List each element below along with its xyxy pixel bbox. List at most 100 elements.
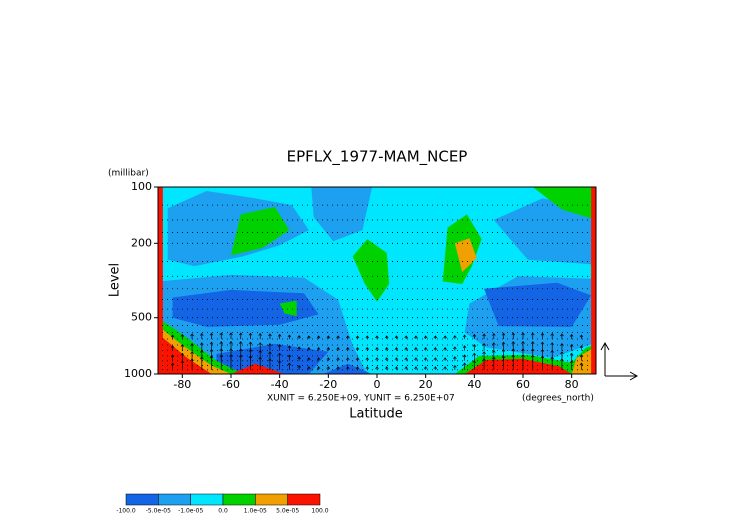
contour-region xyxy=(216,343,329,374)
vector-head xyxy=(550,333,554,336)
vector-head xyxy=(268,333,272,337)
contour-region xyxy=(571,349,596,374)
vector-head xyxy=(375,347,379,350)
vector-head xyxy=(209,348,214,352)
vector-head xyxy=(482,333,486,337)
vector-head xyxy=(307,347,311,350)
vector-head xyxy=(229,348,233,352)
vector-head xyxy=(190,343,194,346)
vector-head xyxy=(404,357,408,361)
y-tick-label: 500 xyxy=(131,311,152,324)
vector-head xyxy=(453,346,457,350)
contour-region xyxy=(484,282,592,327)
vector-head xyxy=(579,345,584,348)
contour-region xyxy=(311,187,373,242)
vector-head xyxy=(375,357,379,361)
vector-head xyxy=(180,352,185,356)
vector-head xyxy=(238,348,243,352)
vector-head xyxy=(277,333,282,337)
vector-head xyxy=(569,344,574,347)
vector-head xyxy=(511,354,516,358)
vector-head xyxy=(219,348,224,352)
vector-head xyxy=(180,344,185,347)
y-tick-label: 200 xyxy=(131,236,152,249)
vector-head xyxy=(550,356,554,360)
vector-head xyxy=(530,348,535,352)
vector-head xyxy=(414,357,418,361)
vector-head xyxy=(316,347,321,350)
vector-head xyxy=(238,332,243,336)
vector-head xyxy=(297,356,301,360)
colorbar-box xyxy=(158,493,191,506)
x-tick-label: 40 xyxy=(467,378,481,391)
contour-region xyxy=(532,187,596,220)
vector-head xyxy=(579,362,584,366)
vector-head xyxy=(423,335,428,339)
vector-head xyxy=(248,341,253,345)
vector-head xyxy=(569,360,574,364)
vector-head xyxy=(540,355,545,359)
colorbar-box xyxy=(125,493,159,506)
vector-head xyxy=(521,341,525,344)
vector-head xyxy=(530,354,535,358)
vector-head xyxy=(530,332,535,336)
vector-head xyxy=(414,335,418,339)
vector-head xyxy=(268,343,272,346)
vector-head xyxy=(248,332,253,336)
y-axis-label: Level xyxy=(108,263,123,297)
vector-head xyxy=(492,333,496,336)
vector-head xyxy=(540,341,545,345)
x-unit-label: (degrees_north) xyxy=(522,394,594,404)
x-tick-label: -20 xyxy=(319,378,337,391)
contour-region xyxy=(279,300,297,317)
vector-head xyxy=(433,347,438,350)
colorbar-box xyxy=(190,493,224,506)
vector-head xyxy=(482,343,486,346)
vector-head xyxy=(404,347,408,350)
colorbar-label: 100.0 xyxy=(311,508,328,515)
contour-region xyxy=(162,337,212,374)
vector-head xyxy=(258,356,262,360)
vector-head xyxy=(297,346,301,350)
colorbar-box xyxy=(222,493,256,506)
vector-head xyxy=(355,366,360,370)
vector-head xyxy=(209,355,214,359)
vector-head xyxy=(511,348,516,352)
vector-head xyxy=(462,354,467,358)
vector-head xyxy=(462,345,467,348)
vector-head xyxy=(336,357,340,361)
vector-head xyxy=(355,335,360,339)
vector-head xyxy=(346,366,350,370)
vector-head xyxy=(287,362,292,366)
vector-head xyxy=(560,333,564,337)
vector-head xyxy=(180,333,185,337)
vector-head xyxy=(200,356,204,360)
vector-head xyxy=(569,333,574,337)
vector-head xyxy=(453,356,457,360)
vector-head xyxy=(511,341,516,344)
vector-head xyxy=(560,351,564,354)
vector-head xyxy=(433,366,438,370)
colorbar-label: -1.0e-05 xyxy=(178,508,203,515)
contour-region xyxy=(493,198,596,265)
x-tick-label: 0 xyxy=(374,378,381,391)
vector-head xyxy=(472,352,477,356)
contour-region xyxy=(231,363,285,374)
vector-head xyxy=(365,366,370,370)
vector-head xyxy=(316,357,321,361)
vector-head xyxy=(190,358,194,362)
vector-head xyxy=(258,342,262,345)
plot-area xyxy=(158,187,596,374)
vector-head xyxy=(307,366,311,370)
vector-head xyxy=(482,351,486,354)
vector-head xyxy=(307,357,311,361)
chart-title: EPFLX_1977-MAM_NCEP xyxy=(287,148,468,167)
vector-head xyxy=(462,362,467,366)
vector-head xyxy=(414,366,418,370)
vector-head xyxy=(287,354,292,358)
x-tick-label: 80 xyxy=(565,378,579,391)
vector-head xyxy=(229,341,233,344)
vector-head xyxy=(540,332,545,336)
contour-region xyxy=(352,239,390,302)
